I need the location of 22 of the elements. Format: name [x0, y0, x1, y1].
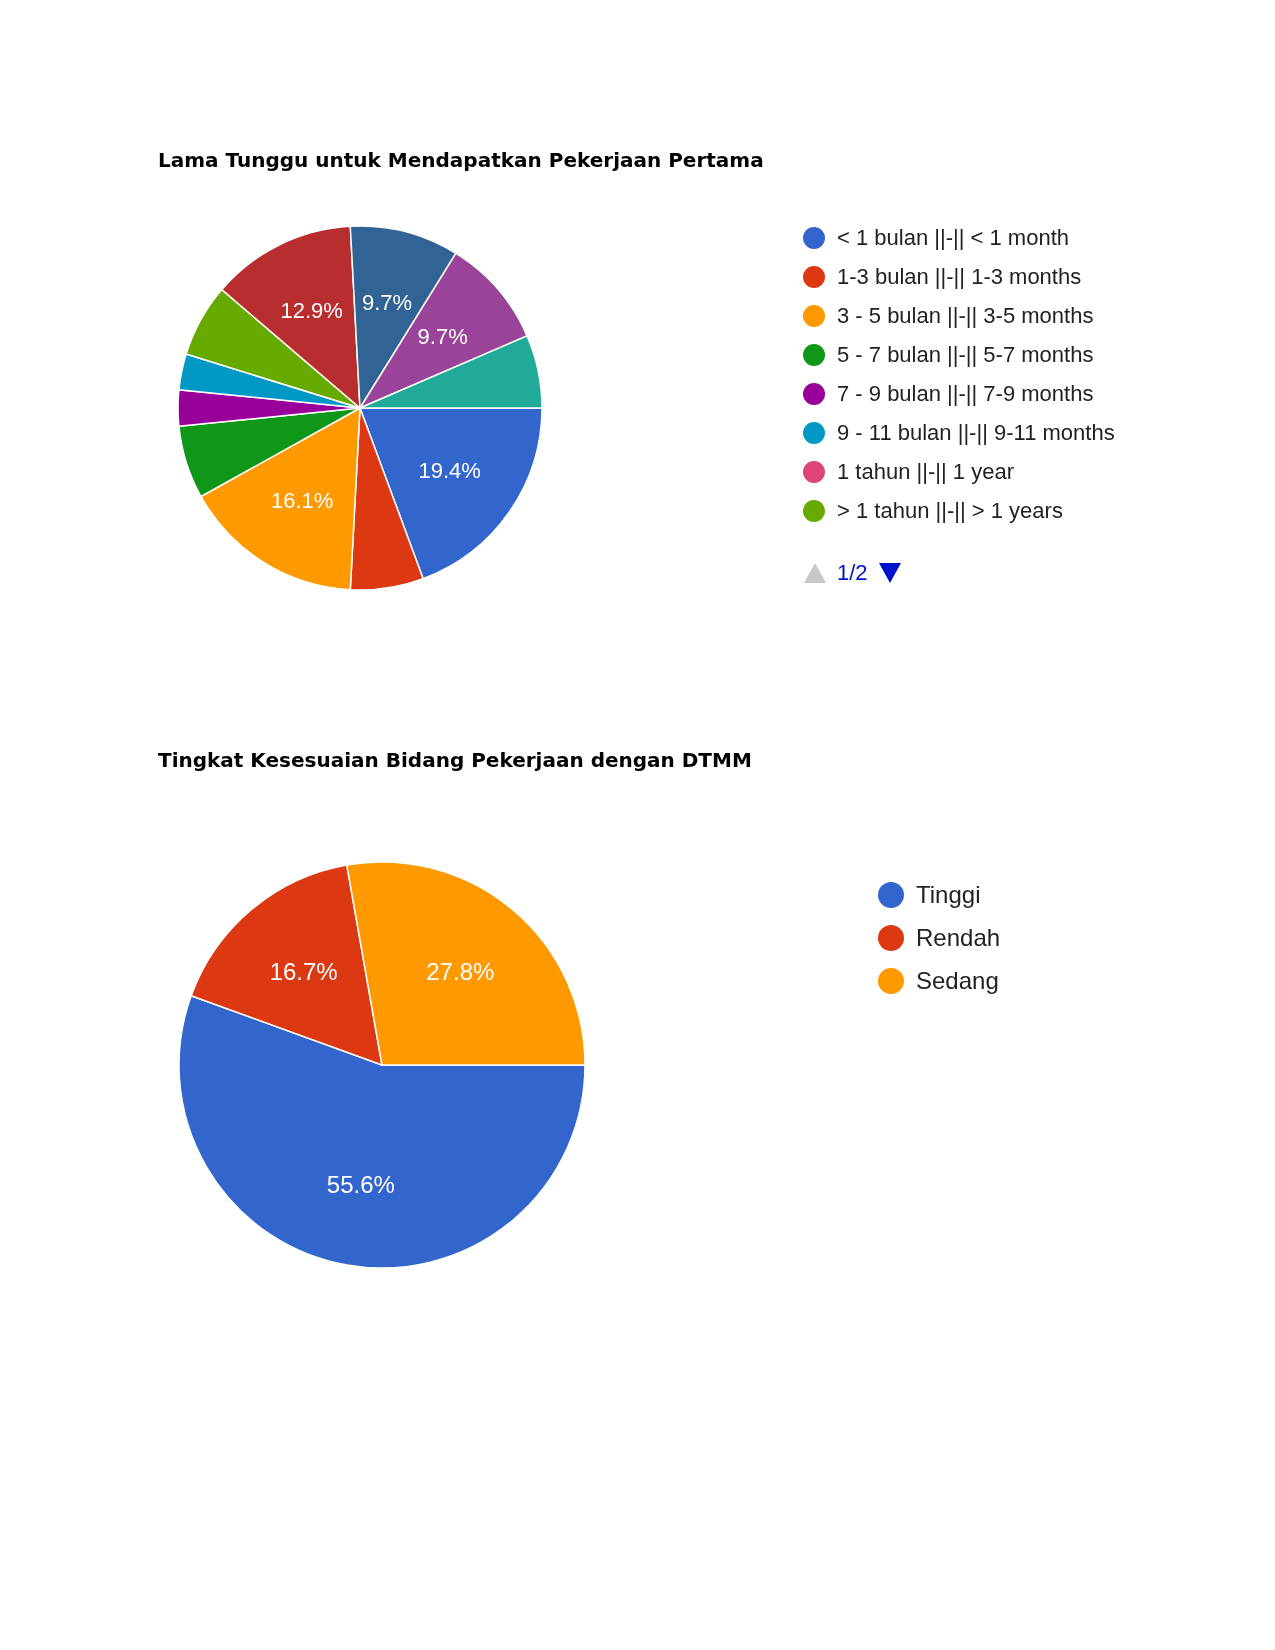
chart-title: Tingkat Kesesuaian Bidang Pekerjaan dengan DTMM: [158, 748, 752, 772]
legend-label: < 1 bulan ||-|| < 1 month: [837, 224, 1069, 251]
text: 1/2: [837, 560, 868, 586]
legend-label: 1-3 bulan ||-|| 1-3 months: [837, 263, 1082, 290]
data-label: 12.9%: [280, 297, 343, 323]
data-label: 55.6%: [326, 1171, 395, 1199]
legend-label: Tinggi: [916, 880, 981, 909]
data-label: 19.4%: [418, 457, 481, 483]
data-label: 9.7%: [417, 324, 468, 350]
legend-label: 9 - 11 bulan ||-|| 9-11 months: [837, 419, 1115, 446]
legend-label: > 1 tahun ||-|| > 1 years: [837, 497, 1063, 524]
data-label: 9.7%: [362, 289, 413, 315]
data-label: 16.7%: [269, 958, 338, 986]
legend-label: 7 - 9 bulan ||-|| 7-9 months: [837, 380, 1094, 407]
legend-label: 5 - 7 bulan ||-|| 5-7 months: [837, 341, 1094, 368]
legend-label: 3 - 5 bulan ||-|| 3-5 months: [837, 302, 1094, 329]
data-label: 16.1%: [270, 488, 334, 514]
legend-label: Rendah: [916, 923, 1001, 952]
legend-label: 1 tahun ||-|| 1 year: [837, 458, 1014, 485]
chart-title: Lama Tunggu untuk Mendapatkan Pekerjaan Pertama: [158, 148, 764, 172]
legend-label: Sedang: [916, 966, 999, 995]
data-label: 27.8%: [426, 958, 495, 986]
